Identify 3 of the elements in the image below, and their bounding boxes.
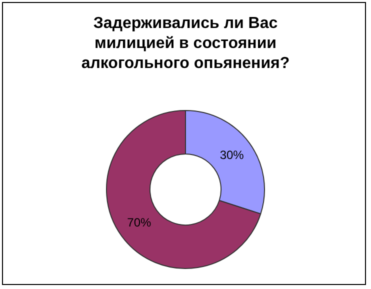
data-label: 70% (127, 215, 152, 230)
chart-title: Задерживались ли Вас милицией в состоянии алкогольного опьянения? (80, 14, 291, 74)
data-label: 30% (220, 148, 244, 162)
